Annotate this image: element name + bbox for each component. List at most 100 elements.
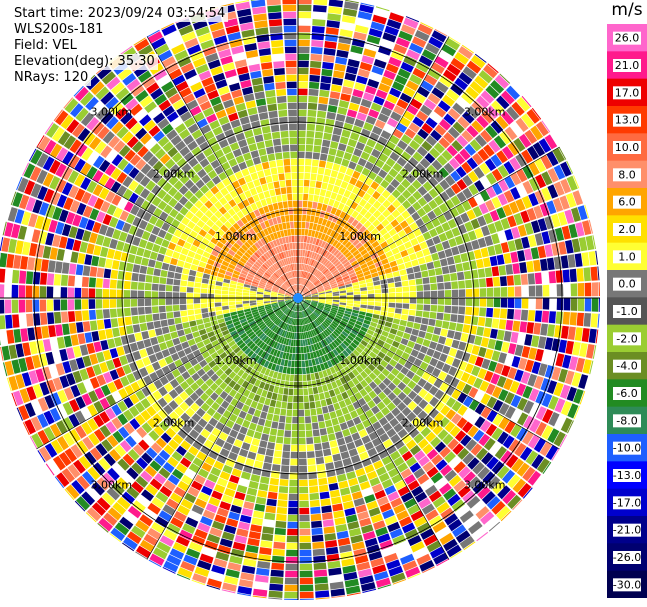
velocity-gate [82,310,90,321]
velocity-gate [275,400,282,408]
velocity-gate [193,293,201,298]
velocity-gate [354,195,362,204]
velocity-gate [409,428,420,439]
velocity-gate [291,318,294,325]
velocity-gate [394,281,402,288]
velocity-gate [195,387,204,397]
velocity-gate [269,399,277,407]
velocity-gate [116,477,130,490]
velocity-gate [307,307,313,314]
velocity-gate [152,413,163,425]
velocity-gate [342,8,358,17]
velocity-gate [143,434,155,447]
velocity-gate [298,32,311,40]
velocity-gate [484,317,493,328]
velocity-gate [186,236,195,244]
velocity-gate [450,170,461,182]
velocity-gate [151,172,162,184]
velocity-gate [427,375,437,385]
velocity-gate [43,188,55,203]
velocity-gate [304,325,307,332]
velocity-gate [510,424,522,438]
velocity-gate [532,142,546,157]
velocity-gate [370,513,384,524]
velocity-gate [270,355,276,363]
velocity-gate [200,256,209,263]
velocity-gate [298,381,303,389]
velocity-gate [474,53,487,63]
velocity-gate [294,311,297,319]
velocity-gate [463,408,474,420]
velocity-gate [288,310,293,317]
velocity-gate [489,442,502,455]
velocity-gate [368,28,383,38]
velocity-gate [358,105,370,115]
velocity-gate [298,95,308,103]
velocity-gate [381,306,388,312]
velocity-gate [335,209,342,217]
velocity-gate [438,50,453,63]
velocity-gate [46,379,57,394]
velocity-gate [278,486,289,494]
velocity-gate [163,529,178,541]
velocity-gate [207,289,215,294]
velocity-gate [394,335,402,343]
velocity-gate [357,11,373,21]
velocity-gate [583,267,591,282]
velocity-gate [284,584,298,592]
velocity-gate [309,315,315,321]
velocity-gate [331,77,344,86]
velocity-gate [303,301,310,306]
velocity-gate [16,176,23,191]
velocity-gate [310,46,323,55]
velocity-gate [74,276,83,287]
velocity-gate [492,399,504,412]
velocity-gate [364,211,372,220]
velocity-gate [234,231,242,239]
velocity-gate [334,273,341,279]
velocity-gate [281,322,286,329]
velocity-gate [452,102,465,115]
velocity-gate [258,309,266,313]
velocity-gate [485,125,498,139]
velocity-gate [345,167,354,177]
velocity-gate [397,263,406,271]
velocity-gate [339,287,346,292]
velocity-gate [391,247,400,255]
velocity-gate [145,222,155,233]
velocity-gate [411,259,419,267]
velocity-gate [527,434,540,449]
velocity-gate [254,503,266,512]
velocity-gate [404,128,416,139]
velocity-gate [200,288,208,294]
velocity-gate [132,444,145,456]
velocity-gate [158,49,173,62]
velocity-gate [277,500,288,508]
velocity-gate [307,458,316,466]
velocity-gate [294,325,297,333]
velocity-gate [256,567,270,576]
velocity-gate [238,521,250,531]
velocity-gate [148,430,160,442]
velocity-gate [189,269,197,277]
velocity-gate [215,257,223,264]
velocity-gate [568,223,578,239]
velocity-gate [60,274,69,286]
velocity-gate [360,2,375,7]
velocity-gate [416,110,429,122]
velocity-gate [195,271,204,278]
velocity-gate [39,286,47,298]
velocity-gate [241,321,249,327]
velocity-gate [290,311,294,318]
velocity-gate [325,303,332,307]
velocity-gate [388,292,396,298]
velocity-gate [95,234,105,246]
velocity-gate [372,200,382,210]
velocity-gate [110,527,126,541]
velocity-gate [248,391,256,400]
velocity-gate [272,287,279,291]
velocity-gate [445,187,456,198]
velocity-gate [458,306,466,315]
velocity-gate [85,76,100,91]
velocity-gate [210,237,219,245]
